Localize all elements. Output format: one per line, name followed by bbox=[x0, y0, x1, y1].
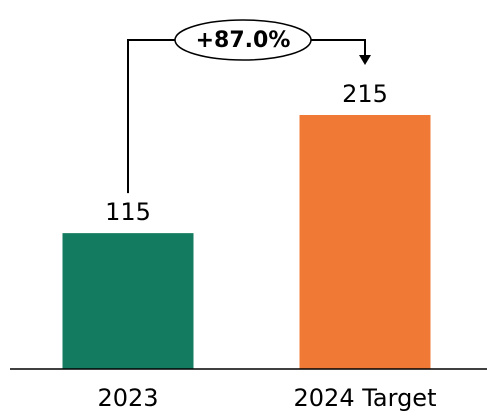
x-tick-label: 2023 bbox=[97, 384, 158, 412]
annotation-connector bbox=[127, 39, 366, 194]
annotation-bubble bbox=[174, 19, 312, 61]
annotation-arrowhead bbox=[359, 55, 371, 65]
value-label: 215 bbox=[342, 80, 388, 108]
x-tick-label: 2024 Target bbox=[294, 384, 437, 412]
annotation-text: +87.0% bbox=[196, 28, 291, 53]
value-label: 115 bbox=[105, 198, 151, 226]
bar bbox=[62, 233, 194, 369]
bar bbox=[299, 115, 431, 369]
